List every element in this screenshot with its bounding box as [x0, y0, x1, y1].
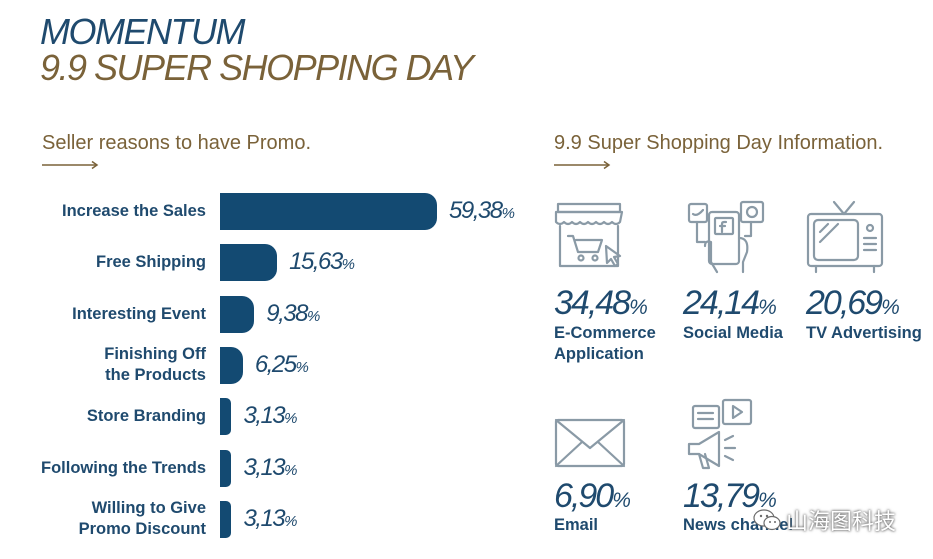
info-value: 34,48% [554, 284, 648, 322]
bar-value-unit: % [284, 461, 298, 479]
bar-value-number: 59,38 [449, 197, 503, 224]
social-media-phone-icon [687, 200, 765, 274]
bar-value-number: 9,38 [266, 299, 308, 327]
megaphone-news-icon [687, 398, 753, 470]
envelope-icon [554, 418, 626, 468]
info-label: E-Commerce Application [554, 324, 656, 363]
bar-value-unit: % [341, 256, 356, 274]
bar-value-label: 3,13% [243, 505, 297, 533]
bar-value-label: 6,25% [255, 351, 309, 379]
right-section-heading: 9.9 Super Shopping Day Information. [554, 132, 884, 154]
bar-value-number: 3,13 [243, 453, 285, 481]
bar-value-number: 15,63 [289, 248, 343, 276]
bar-value-label: 15,63% [289, 248, 355, 276]
bar-category-label: Following the Trends [41, 458, 206, 477]
bar-value-label: 9,38% [266, 300, 320, 328]
bar [220, 398, 232, 436]
wechat-icon [753, 509, 781, 531]
bar-value-number: 3,13 [243, 504, 285, 532]
left-section-heading: Seller reasons to have Promo. [42, 132, 312, 154]
bar-value-number: 3,13 [243, 402, 285, 430]
storefront-cart-icon [554, 202, 624, 268]
bar [220, 346, 243, 384]
bar-category-label: Free Shipping [95, 253, 206, 272]
bar-value-unit: % [501, 205, 515, 222]
bar-value-unit: % [295, 358, 309, 376]
info-label: Social Media [683, 324, 783, 342]
bar-category-label: Interesting Event [72, 304, 206, 323]
bar-category-label: Finishing Off the Products [104, 345, 206, 385]
info-label: TV Advertising [806, 324, 922, 342]
page-title-line2: 9.9 SUPER SHOPPING DAY [40, 47, 474, 88]
tv-icon [806, 200, 884, 274]
bar-category-label: Willing to Give Promo Discount [78, 499, 206, 539]
bar-category-label: Store Branding [86, 407, 206, 426]
page-title-line1: MOMENTUM [40, 11, 245, 52]
bar-value-unit: % [284, 410, 298, 428]
info-value: 24,14% [683, 284, 777, 322]
info-label: Email [554, 516, 599, 534]
bar [220, 295, 255, 333]
bar [220, 500, 232, 538]
bar-value-label: 3,13% [243, 402, 297, 430]
bar-value-label: 59,38% [449, 197, 515, 225]
bar-value-number: 6,25 [254, 350, 297, 378]
info-value: 6,90% [554, 477, 631, 515]
info-value: 13,79% [683, 477, 777, 515]
heading-arrow-icon [554, 160, 611, 170]
bar [220, 193, 437, 230]
bar [220, 244, 278, 282]
bar-category-label: Increase the Sales [61, 202, 206, 220]
bar-value-unit: % [284, 512, 298, 530]
info-value: 20,69% [806, 284, 900, 322]
bar [220, 449, 232, 487]
bar-value-label: 3,13% [243, 454, 297, 482]
watermark: 山海图科技 [752, 504, 896, 536]
heading-arrow-icon [42, 160, 99, 170]
bar-value-unit: % [306, 307, 321, 325]
